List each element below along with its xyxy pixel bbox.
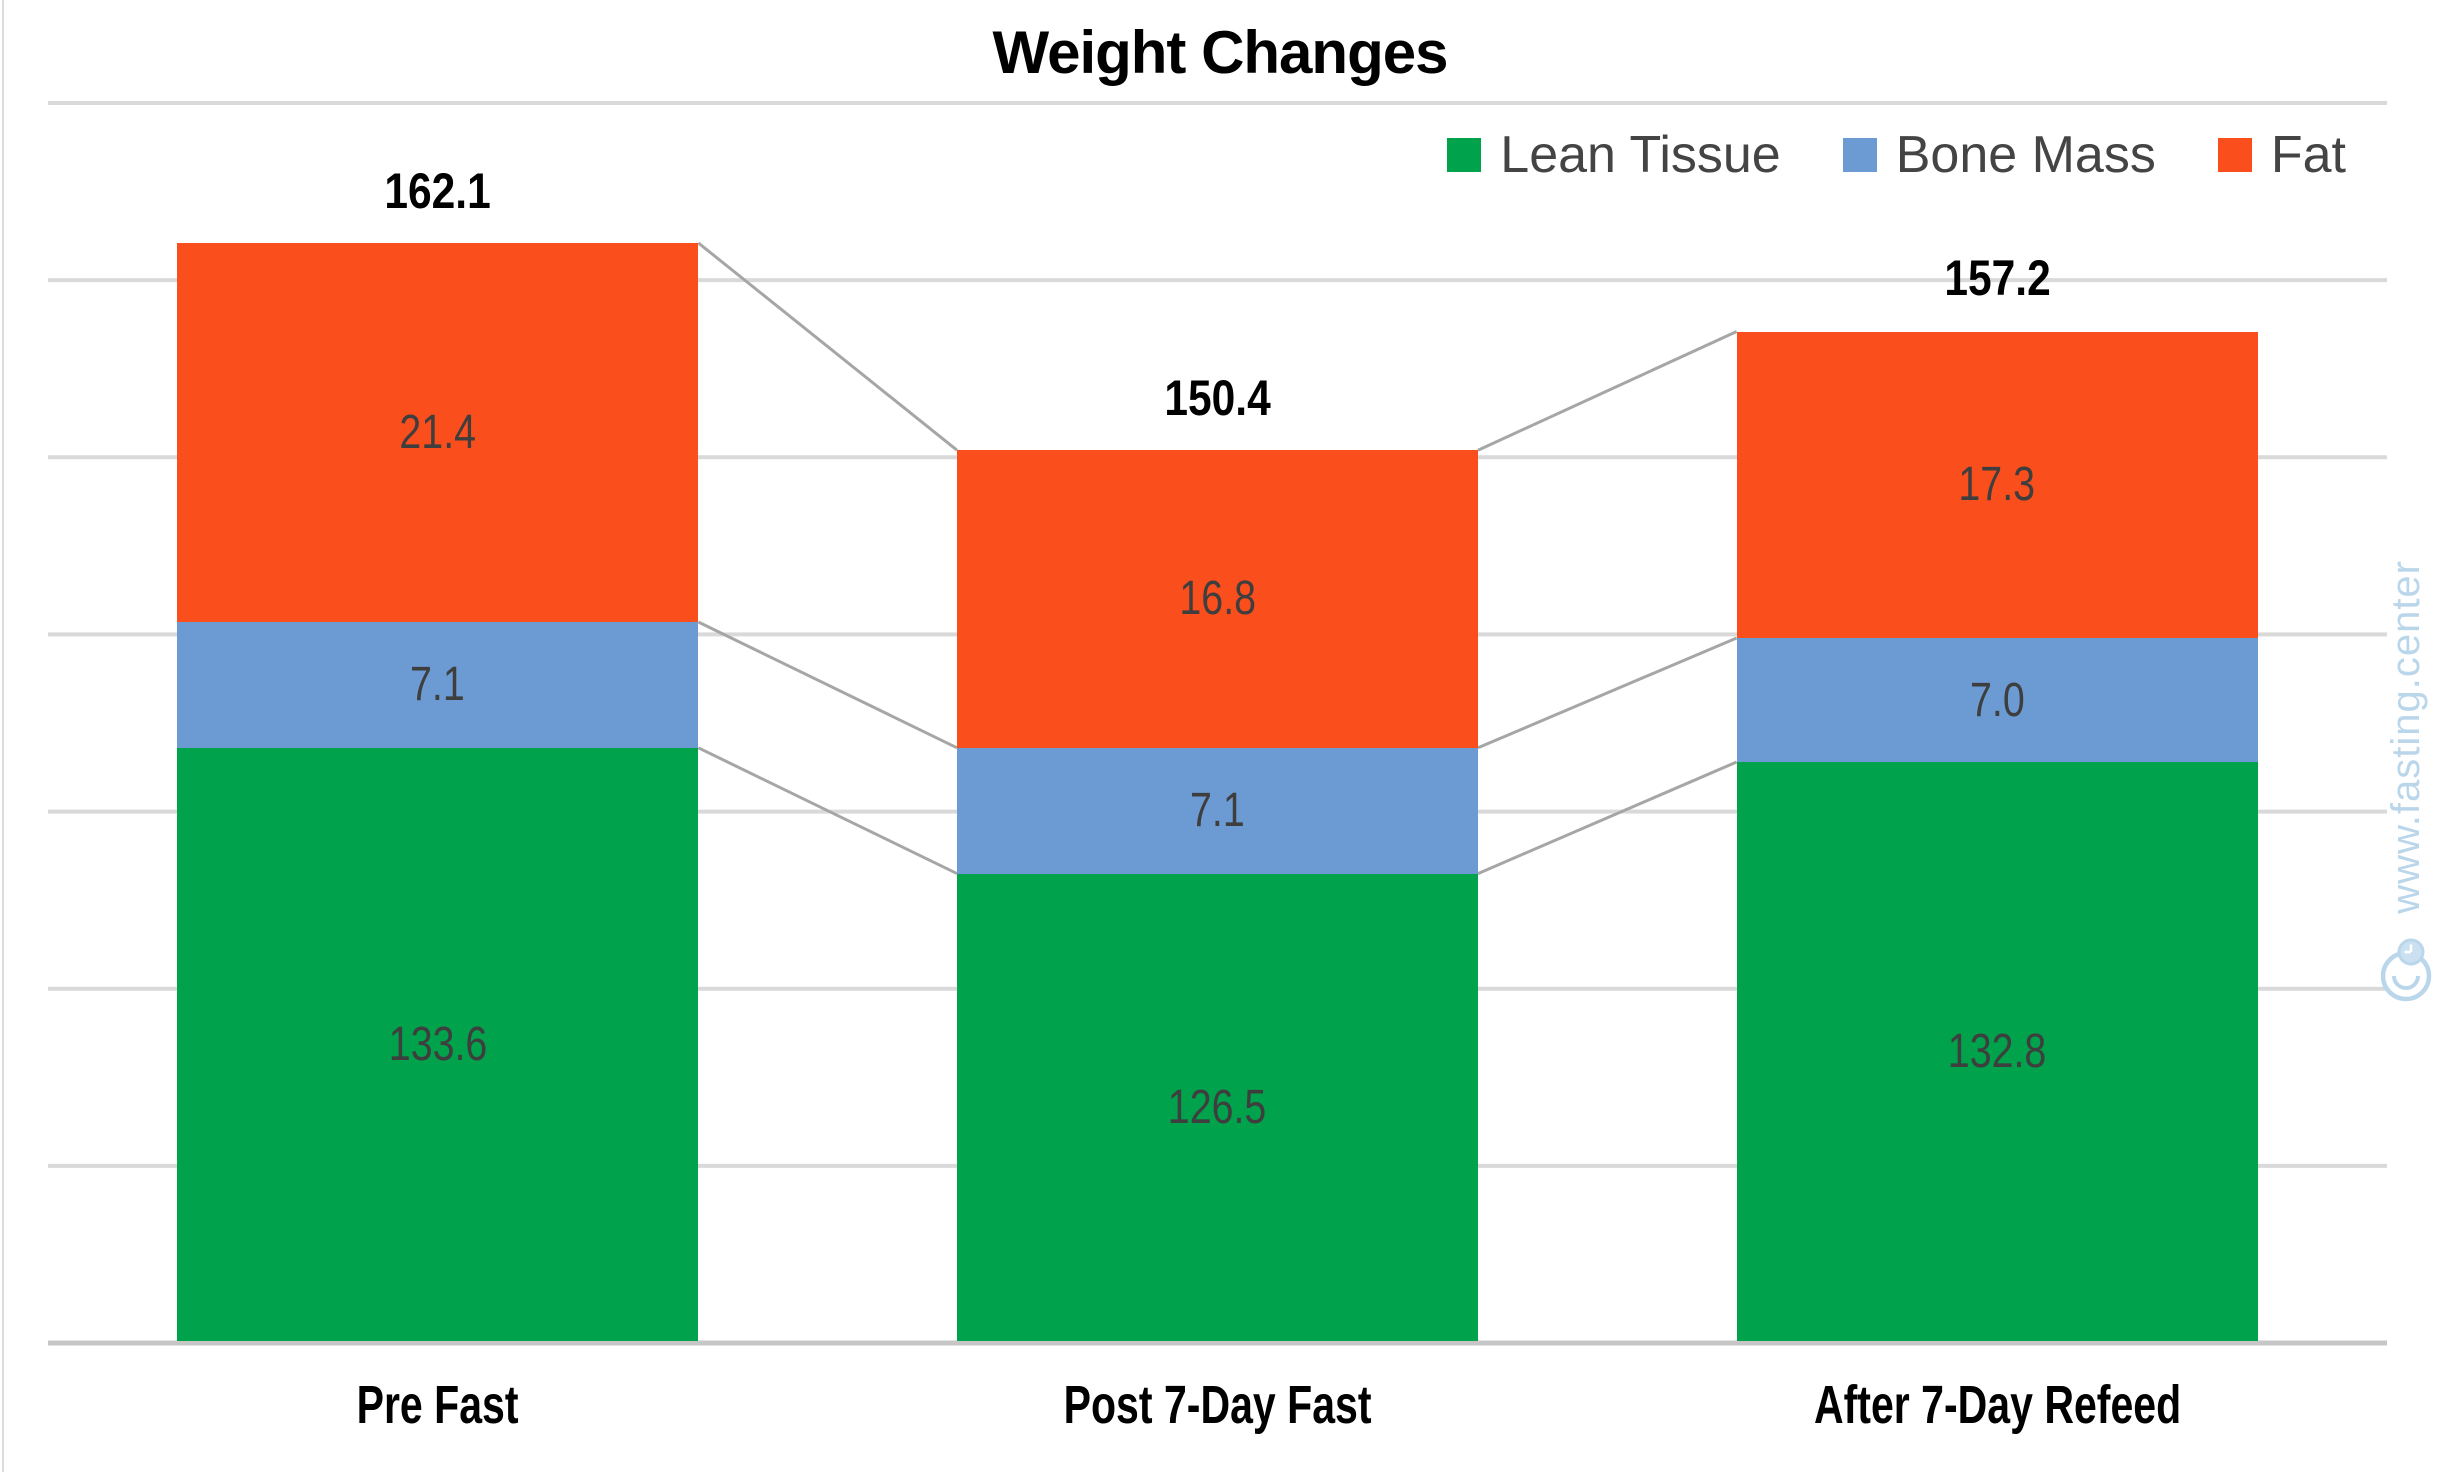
series-connector-line [697, 746, 958, 875]
category-text: Pre Fast [356, 1375, 519, 1435]
chart-left-border [2, 0, 4, 1472]
legend-label: Lean Tissue [1500, 126, 1781, 184]
segment-value-label: 7.0 [1969, 673, 2025, 727]
segment-value-label: 133.6 [388, 1017, 488, 1071]
category-text: After 7-Day Refeed [1813, 1375, 2181, 1435]
legend-item-bone-mass: Bone Mass [1842, 125, 2156, 185]
legend-swatch-bone-mass-icon [1842, 138, 1877, 172]
bar-after-7-day-refeed-segment-bone-mass: 7.0 [1736, 638, 2258, 762]
fasting-center-clock-logo-icon [2380, 938, 2432, 1002]
bar-post-7-day-fast-segment-bone-mass: 7.1 [957, 747, 1478, 874]
legend-label: Bone Mass [1895, 126, 2156, 184]
series-connector-line [1477, 760, 1738, 875]
watermark: www.fasting.center [2382, 543, 2430, 931]
series-connector-line [1477, 636, 1738, 750]
category-label-after-7-day-refeed: After 7-Day Refeed [1607, 1375, 2387, 1435]
total-label-pre-fast: 162.1 [177, 163, 698, 219]
series-connector-line [697, 620, 958, 750]
segment-value-label: 7.1 [410, 658, 466, 712]
total-value: 162.1 [384, 162, 491, 219]
bar-post-7-day-fast-segment-fat: 16.8 [957, 450, 1478, 748]
chart-title: Weight Changes [992, 19, 1449, 86]
bar-after-7-day-refeed-segment-fat: 17.3 [1736, 331, 2258, 638]
bar-after-7-day-refeed-segment-lean-tissue: 132.8 [1736, 762, 2258, 1341]
segment-value-label: 21.4 [399, 405, 477, 459]
legend-item-fat: Fat [2217, 125, 2346, 185]
category-label-post-7-day-fast: Post 7-Day Fast [828, 1375, 1608, 1435]
legend-item-lean-tissue: Lean Tissue [1447, 125, 1781, 185]
segment-value-label: 132.8 [1947, 1025, 2047, 1078]
bar-pre-fast-segment-fat: 21.4 [177, 242, 699, 622]
bar-pre-fast-segment-lean-tissue: 133.6 [177, 747, 699, 1341]
series-connector-line [1477, 330, 1738, 452]
total-label-post-7-day-fast: 150.4 [957, 370, 1478, 426]
segment-value-label: 16.8 [1179, 572, 1256, 626]
total-value: 157.2 [1944, 249, 2051, 306]
total-label-after-7-day-refeed: 157.2 [1737, 250, 2258, 306]
legend-label: Fat [2270, 126, 2346, 184]
watermark-text: www.fasting.center [2383, 560, 2428, 914]
series-connector-line [697, 241, 958, 452]
category-text: Post 7-Day Fast [1063, 1375, 1372, 1435]
total-value: 150.4 [1164, 370, 1271, 427]
segment-value-label: 7.1 [1190, 784, 1245, 838]
segment-value-label: 126.5 [1168, 1080, 1267, 1134]
chart-legend: Lean Tissue Bone Mass Fat [1447, 124, 2346, 186]
bar-pre-fast-segment-bone-mass: 7.1 [177, 622, 699, 748]
category-label-pre-fast: Pre Fast [48, 1375, 828, 1435]
legend-swatch-lean-tissue-icon [1447, 138, 1482, 172]
segment-value-label: 17.3 [1958, 458, 2036, 512]
legend-swatch-fat-icon [2217, 138, 2252, 172]
bar-post-7-day-fast-segment-lean-tissue: 126.5 [957, 873, 1478, 1341]
